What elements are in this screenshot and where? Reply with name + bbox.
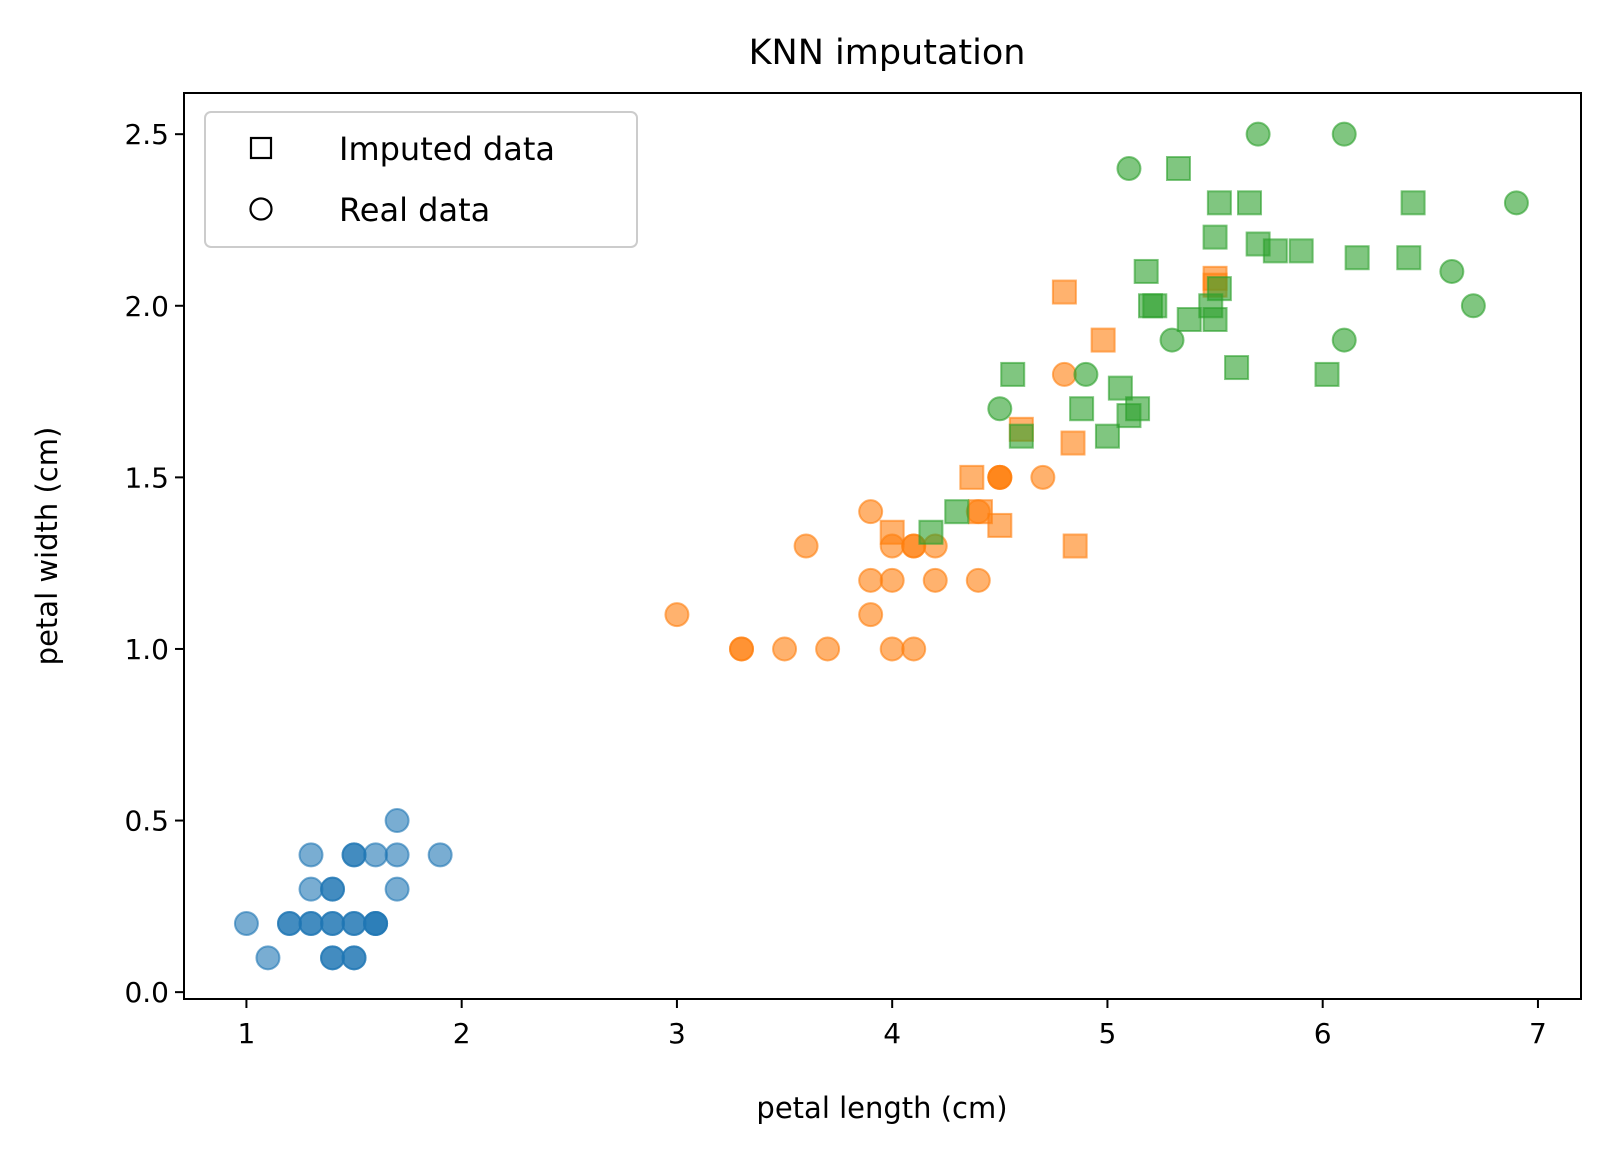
data-point-square — [1402, 191, 1425, 214]
data-point-square — [1204, 308, 1227, 331]
legend: Imputed data Real data — [205, 112, 637, 247]
data-point-circle — [816, 637, 839, 660]
x-tick-label: 2 — [453, 1017, 471, 1050]
data-point-square — [1143, 294, 1166, 317]
data-point-circle — [235, 912, 258, 935]
data-point-square — [1397, 246, 1420, 269]
data-point-circle — [665, 603, 688, 626]
x-tick-label: 7 — [1529, 1017, 1547, 1050]
data-point-circle — [1161, 329, 1184, 352]
x-tick-label: 1 — [238, 1017, 256, 1050]
data-point-circle — [859, 500, 882, 523]
data-point-square — [919, 521, 942, 544]
data-point-circle — [859, 569, 882, 592]
data-point-circle — [386, 809, 409, 832]
data-point-square — [945, 500, 968, 523]
data-point-circle — [256, 946, 279, 969]
data-point-circle — [1333, 123, 1356, 146]
data-point-square — [1208, 277, 1231, 300]
y-tick-label: 2.0 — [124, 290, 169, 323]
chart-title: KNN imputation — [749, 33, 1026, 73]
data-point-circle — [988, 397, 1011, 420]
data-point-square — [881, 521, 904, 544]
data-point-circle — [386, 878, 409, 901]
x-tick-label: 6 — [1314, 1017, 1332, 1050]
data-point-square — [1096, 425, 1119, 448]
x-tick-label: 5 — [1099, 1017, 1117, 1050]
data-point-square — [960, 466, 983, 489]
data-point-square — [1208, 191, 1231, 214]
data-point-square — [1092, 329, 1115, 352]
data-point-square — [1204, 226, 1227, 249]
data-point-circle — [881, 637, 904, 660]
y-axis-label: petal width (cm) — [30, 427, 64, 666]
y-tick-label: 0.0 — [124, 976, 169, 1009]
data-point-circle — [1333, 329, 1356, 352]
data-point-circle — [1247, 123, 1270, 146]
legend-label-real: Real data — [339, 191, 490, 229]
data-point-square — [988, 514, 1011, 537]
data-point-circle — [859, 603, 882, 626]
data-point-circle — [1462, 294, 1485, 317]
x-tick-label: 4 — [883, 1017, 901, 1050]
data-point-square — [1346, 246, 1369, 269]
data-point-circle — [300, 843, 323, 866]
data-point-square — [1178, 308, 1201, 331]
data-point-square — [1126, 397, 1149, 420]
data-point-circle — [364, 843, 387, 866]
y-tick-label: 1.0 — [124, 633, 169, 666]
data-point-circle — [773, 637, 796, 660]
data-point-square — [1070, 397, 1093, 420]
legend-label-imputed: Imputed data — [339, 130, 555, 168]
data-point-square — [1167, 157, 1190, 180]
data-point-square — [1316, 363, 1339, 386]
data-point-circle — [1053, 363, 1076, 386]
data-point-square — [1264, 239, 1287, 262]
data-point-circle — [300, 912, 323, 935]
data-point-square — [1010, 425, 1033, 448]
data-point-circle — [343, 912, 366, 935]
data-point-circle — [278, 912, 301, 935]
data-point-square — [1064, 535, 1087, 558]
data-point-circle — [429, 843, 452, 866]
data-point-circle — [300, 878, 323, 901]
data-point-circle — [343, 946, 366, 969]
data-point-square — [1001, 363, 1024, 386]
data-point-circle — [321, 878, 344, 901]
data-point-square — [1109, 377, 1132, 400]
data-point-circle — [1117, 157, 1140, 180]
x-tick-label: 3 — [668, 1017, 686, 1050]
x-axis-label: petal length (cm) — [756, 1091, 1007, 1125]
data-point-square — [1225, 356, 1248, 379]
data-point-circle — [1505, 191, 1528, 214]
data-point-square — [1290, 239, 1313, 262]
data-point-circle — [795, 535, 818, 558]
data-point-circle — [1031, 466, 1054, 489]
data-point-circle — [321, 912, 344, 935]
data-point-circle — [386, 843, 409, 866]
data-point-circle — [988, 466, 1011, 489]
data-point-circle — [343, 843, 366, 866]
data-point-circle — [1440, 260, 1463, 283]
y-tick-label: 1.5 — [124, 461, 169, 494]
data-point-square — [1053, 281, 1076, 304]
data-point-circle — [967, 569, 990, 592]
data-point-circle — [881, 569, 904, 592]
y-tick-label: 0.5 — [124, 805, 169, 838]
data-point-circle — [924, 569, 947, 592]
data-point-circle — [730, 637, 753, 660]
data-point-square — [1062, 432, 1085, 455]
data-point-circle — [902, 637, 925, 660]
data-point-circle — [1074, 363, 1097, 386]
data-point-square — [1135, 260, 1158, 283]
data-point-circle — [321, 946, 344, 969]
y-tick-label: 2.5 — [124, 118, 169, 151]
data-point-circle — [364, 912, 387, 935]
data-point-square — [1238, 191, 1261, 214]
